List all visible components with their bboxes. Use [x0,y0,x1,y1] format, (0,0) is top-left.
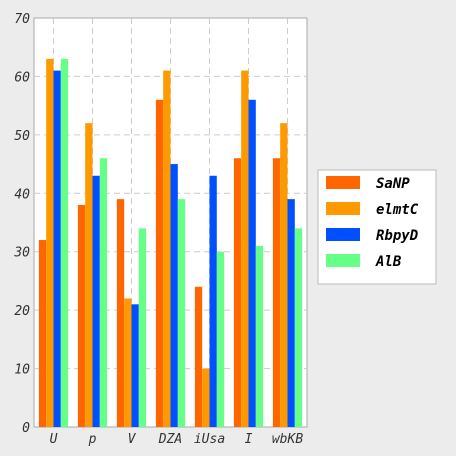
bar-RbpyD-U [53,70,61,427]
bars [38,58,303,428]
legend-swatch-AlB [326,254,360,267]
y-tick-label: 20 [14,304,30,319]
legend-swatch-SaNP [326,176,360,189]
x-tick-label: p [88,432,97,447]
y-tick-label: 30 [13,246,30,261]
bar-elmtC-V [124,298,132,427]
bar-elmtC-wbKB [280,123,288,428]
y-tick-label: 10 [14,363,30,378]
bar-AlB-p [99,158,108,427]
x-tick-label: wbKB [272,432,303,447]
y-tick-label: 70 [14,12,30,27]
bar-SaNP-iUsa [194,286,203,427]
bar-SaNP-V [116,199,125,427]
y-tick-label: 40 [14,187,30,202]
bar-SaNP-I [233,158,242,427]
bar-AlB-U [60,58,69,428]
bar-elmtC-iUsa [202,368,210,427]
x-tick-label: iUsa [194,432,225,447]
bar-elmtC-p [85,123,93,428]
bar-RbpyD-wbKB [287,199,295,427]
bar-elmtC-DZA [163,70,171,427]
bar-RbpyD-iUsa [209,175,217,427]
x-tick-label: V [128,432,137,447]
bar-AlB-I [255,245,264,427]
bar-AlB-V [138,228,147,427]
x-tick-label: I [245,432,253,447]
bar-AlB-iUsa [216,251,225,427]
bar-SaNP-p [77,204,86,427]
y-tick-labels: 0 10 20 30 40 50 60 70 [13,12,30,436]
bar-SaNP-U [38,240,47,427]
bar-AlB-DZA [177,199,186,427]
legend-swatch-elmtC [326,202,360,215]
bar-elmtC-I [241,70,249,427]
bar-AlB-wbKB [294,228,303,427]
legend-label-RbpyD: RbpyD [376,228,418,244]
bar-RbpyD-V [131,304,139,427]
y-tick-label: 50 [14,129,30,144]
bar-RbpyD-p [92,175,100,427]
bar-SaNP-DZA [155,99,164,428]
legend-label-SaNP: SaNP [376,176,410,192]
bar-elmtC-U [46,58,54,428]
y-tick-label: 0 [22,421,30,436]
legend-label-AlB: AlB [375,254,402,270]
bar-RbpyD-DZA [170,164,178,428]
x-tick-label: U [50,432,58,447]
legend-label-elmtC: elmtC [376,202,419,218]
bar-RbpyD-I [248,99,256,428]
x-tick-label: DZA [158,432,182,447]
y-tick-label: 60 [14,70,30,85]
bar-SaNP-wbKB [272,158,281,427]
legend: SaNP elmtC RbpyD AlB [317,169,437,285]
legend-swatch-RbpyD [326,228,360,241]
